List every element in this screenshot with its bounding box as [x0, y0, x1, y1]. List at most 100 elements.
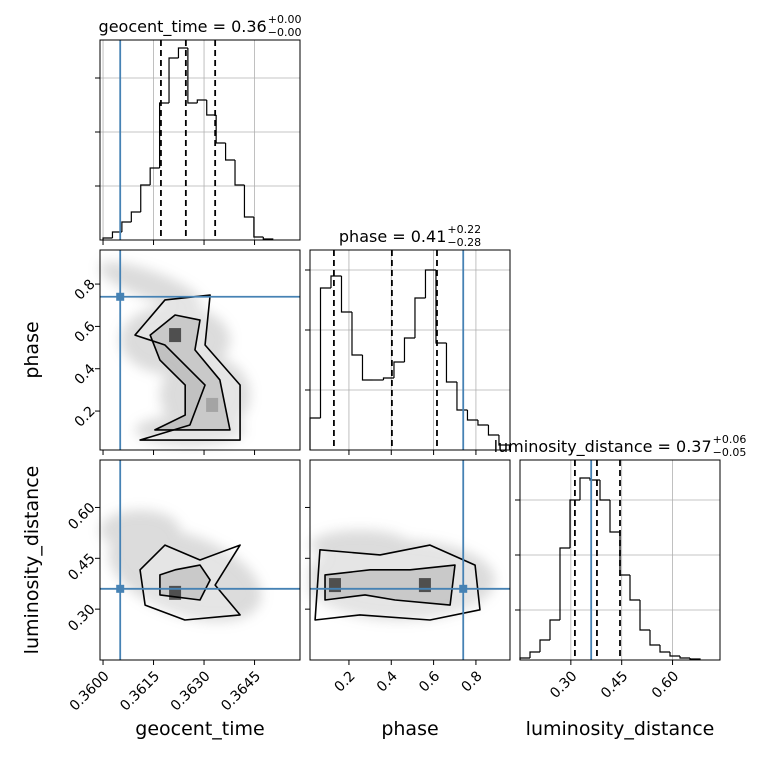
truth-marker: [459, 584, 468, 593]
histogram-bin: [599, 480, 610, 501]
histogram-bin: [215, 115, 226, 144]
histogram-bin: [569, 499, 580, 548]
x-tick-label: 0.3630: [168, 668, 214, 714]
histogram-bin: [224, 143, 236, 161]
panel-title: geocent_time = 0.36: [99, 17, 267, 37]
x-tick-label: 0.60: [649, 668, 682, 701]
histogram-bin: [206, 100, 217, 116]
histogram-bin: [158, 102, 170, 168]
x-tick-label: 0.30: [547, 668, 580, 701]
x-tick-label: 0.45: [598, 668, 631, 701]
histogram-bin: [424, 269, 436, 298]
title-lower-error: −0.05: [713, 446, 747, 459]
x-tick-label: 0.8: [459, 668, 486, 695]
contour: [159, 564, 211, 601]
histogram-bin: [102, 237, 113, 240]
histogram-bin: [168, 57, 179, 103]
y-tick-label: 0.30: [65, 601, 98, 634]
panel-2d: [134, 294, 241, 441]
histogram-bin: [234, 160, 245, 186]
contour: [314, 544, 481, 621]
panel-title: luminosity_distance = 0.37: [494, 437, 712, 457]
y-tick-label: 0.45: [65, 551, 98, 584]
x-tick-label: 0.3615: [117, 668, 163, 714]
x-tick-label: 0.3645: [218, 668, 264, 714]
histogram-bin: [445, 343, 457, 383]
histogram-bin: [140, 184, 151, 212]
title-lower-error: −0.28: [447, 236, 481, 249]
panel-title: phase = 0.41: [339, 227, 446, 246]
y-tick-label: 0.6: [72, 319, 99, 346]
histogram-bin: [196, 99, 207, 103]
density-cell: [206, 397, 219, 412]
histogram-bin: [669, 652, 680, 657]
histogram-bin: [629, 575, 640, 601]
histogram-bin: [121, 221, 132, 232]
histogram-bin: [579, 477, 590, 500]
histogram-bin: [529, 651, 540, 658]
histogram-bin: [361, 355, 373, 381]
histogram-bin: [498, 435, 511, 450]
y-axis-label: luminosity_distance: [21, 466, 43, 655]
contour: [324, 564, 456, 606]
histogram-bin: [330, 275, 342, 288]
histogram-bin: [382, 377, 394, 380]
histogram-bin: [351, 312, 363, 356]
panel-frame: [99, 459, 301, 661]
histogram-bin: [477, 420, 489, 426]
panel-frame: [309, 459, 511, 661]
histogram-bin: [679, 656, 690, 659]
histogram-bin: [111, 231, 122, 238]
histogram-bin: [649, 630, 660, 646]
histogram-bin: [319, 287, 331, 418]
x-axis-label: luminosity_distance: [526, 718, 715, 740]
panel-frame: [309, 249, 511, 451]
x-tick-label: 0.3600: [67, 668, 113, 714]
title-upper-error: +0.00: [268, 13, 302, 26]
histogram-bin: [243, 185, 254, 218]
histogram-bin: [487, 425, 499, 436]
histogram-bin: [393, 361, 405, 378]
truth-marker: [116, 584, 125, 593]
density-cell: [169, 328, 182, 343]
histogram-bin: [414, 297, 426, 338]
panel-2d: [314, 544, 481, 621]
histogram-bin: [187, 48, 198, 104]
contour: [149, 314, 231, 431]
histogram-bin: [309, 417, 321, 450]
x-axis-label: phase: [381, 718, 438, 740]
histogram-bin: [456, 382, 468, 411]
histogram-bin: [559, 547, 570, 620]
x-axis-label: geocent_time: [135, 718, 264, 740]
x-tick-label: 0.6: [416, 668, 443, 695]
contour: [139, 544, 241, 621]
y-tick-label: 0.60: [65, 500, 98, 533]
histogram-bin: [539, 639, 550, 652]
contour: [134, 294, 241, 441]
histogram-bin: [639, 600, 650, 631]
histogram-bin: [435, 270, 447, 344]
x-tick-label: 0.2: [332, 668, 359, 695]
y-tick-label: 0.8: [72, 276, 99, 303]
histogram-bin: [340, 276, 352, 313]
histogram-bin: [466, 410, 478, 421]
panel-frame: [99, 249, 301, 451]
histogram-bin: [659, 645, 670, 653]
histogram-bin: [149, 167, 160, 185]
y-tick-label: 0.4: [72, 361, 99, 388]
panel-frame: [99, 39, 301, 241]
histogram-bin: [609, 500, 620, 533]
x-tick-label: 0.4: [374, 668, 401, 695]
histogram-bin: [549, 619, 560, 640]
y-tick-label: 0.2: [72, 403, 99, 430]
histogram-bin: [403, 337, 415, 362]
histogram-bin: [253, 217, 264, 238]
y-axis-label: phase: [21, 321, 43, 378]
histogram-bin: [177, 47, 188, 58]
title-upper-error: +0.06: [713, 433, 747, 446]
title-lower-error: −0.00: [268, 26, 302, 39]
truth-marker: [116, 292, 125, 301]
panel-frame: [519, 459, 721, 661]
title-upper-error: +0.22: [447, 223, 481, 236]
